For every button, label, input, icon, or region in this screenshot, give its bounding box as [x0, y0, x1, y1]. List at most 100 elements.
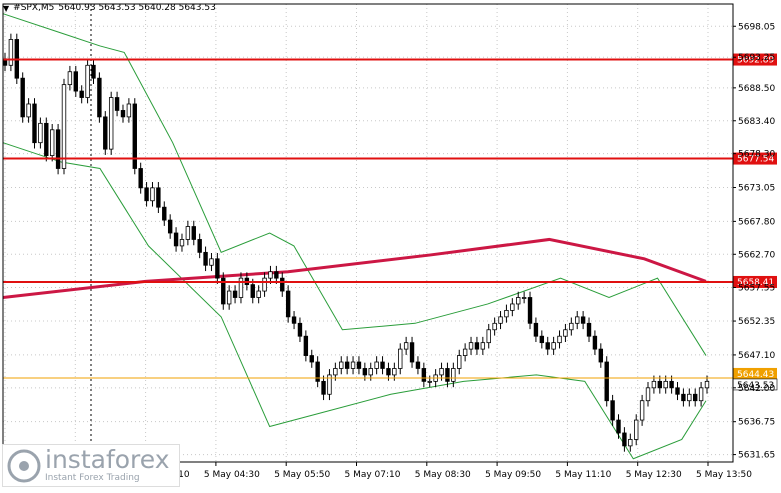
- candle-body: [309, 355, 314, 363]
- y-tick-label: 5667.80: [738, 217, 775, 227]
- x-tick-label: 5 May 09:50: [485, 470, 541, 480]
- chart-header: ▼ #SPX,M5 5640.93 5643.53 5640.28 5643.5…: [3, 3, 216, 13]
- logo-brand: instaforex: [45, 445, 170, 474]
- candle-body: [704, 380, 710, 389]
- candle: [398, 343, 403, 375]
- plot-frame: [2, 3, 734, 463]
- candle: [498, 311, 503, 330]
- candle: [539, 330, 545, 349]
- candle-body: [521, 297, 527, 299]
- candle-body: [415, 361, 421, 369]
- candle: [315, 356, 320, 388]
- candle: [356, 356, 362, 375]
- x-tick-label: 5 May 11:10: [555, 470, 611, 480]
- candle: [704, 375, 710, 394]
- y-tick-label: 5698.05: [738, 22, 775, 32]
- candle: [120, 104, 126, 123]
- candle: [598, 343, 604, 368]
- candle: [462, 343, 468, 362]
- candle: [480, 336, 486, 355]
- candle-body: [392, 368, 397, 376]
- candle-body: [85, 64, 90, 98]
- axes: 5698.05 5693.25 5688.50 5683.40 5678.30 5673.…: [2, 3, 775, 480]
- candle-body: [669, 380, 674, 389]
- candle-body: [374, 361, 379, 369]
- candle-body: [421, 368, 427, 382]
- x-tick-label: 5 May 05:50: [274, 470, 330, 480]
- moving-average-line: [2, 237, 707, 299]
- candle-body: [398, 348, 403, 369]
- candle: [622, 427, 627, 452]
- y-tick-label: 5636.75: [738, 418, 775, 428]
- candle: [451, 362, 456, 388]
- candle-body: [339, 361, 344, 369]
- x-tick-label: 5 May 13:50: [696, 470, 752, 480]
- candle-body: [91, 64, 96, 79]
- candle: [79, 85, 84, 104]
- candle: [20, 72, 25, 123]
- candle: [138, 162, 143, 194]
- candle-body: [144, 187, 149, 202]
- y-tick-label: 5678.30: [738, 150, 775, 160]
- candle: [651, 375, 657, 394]
- candle-body: [598, 348, 604, 363]
- candle: [97, 72, 102, 123]
- candle-body: [557, 335, 562, 344]
- symbol-label: #SPX,M5: [13, 3, 55, 13]
- candle: [457, 349, 462, 375]
- candle-body: [303, 335, 309, 356]
- candle: [114, 91, 120, 117]
- candle: [504, 304, 509, 323]
- candle: [268, 265, 273, 284]
- x-tick-label: 5 May 07:10: [345, 470, 401, 480]
- candle: [350, 356, 356, 375]
- candle-body: [563, 329, 568, 337]
- level-price-label: 5692.89: [737, 56, 774, 66]
- dropdown-triangle-icon[interactable]: ▼: [3, 3, 10, 13]
- instaforex-logo: instaforex Instant Forex Trading: [2, 444, 180, 487]
- candle-body: [592, 335, 598, 350]
- candle-body: [687, 393, 692, 402]
- candle-body: [486, 329, 491, 344]
- candle: [604, 356, 609, 407]
- candle: [681, 388, 686, 407]
- candle: [321, 375, 326, 401]
- candle-body: [126, 103, 132, 118]
- candle: [2, 53, 8, 72]
- candle-body: [551, 342, 556, 350]
- candle: [616, 414, 621, 439]
- candle-body: [610, 400, 615, 421]
- candle-body: [457, 355, 462, 369]
- candle-body: [468, 342, 474, 350]
- candle-body: [280, 277, 285, 292]
- candle-body: [315, 361, 320, 382]
- candle-body: [681, 393, 686, 402]
- candle-body: [285, 290, 291, 318]
- candle-body: [132, 103, 137, 169]
- candle-body: [539, 335, 545, 344]
- candle-body: [26, 103, 31, 118]
- candle-body: [232, 290, 238, 298]
- y-tick-label: 5652.35: [738, 317, 775, 327]
- instaforex-logo-icon: [7, 449, 41, 482]
- candle: [687, 388, 692, 407]
- candle: [162, 201, 167, 226]
- candle: [486, 323, 491, 349]
- candle-body: [38, 122, 43, 144]
- candle-body: [386, 368, 391, 376]
- candle: [191, 220, 196, 246]
- candle-body: [675, 387, 680, 395]
- candle: [421, 362, 427, 388]
- y-tick-label: 5631.65: [738, 451, 775, 461]
- candle-body: [97, 77, 102, 118]
- candle-body: [61, 84, 67, 169]
- candle: [232, 285, 238, 304]
- candle: [49, 123, 55, 162]
- candle: [173, 227, 179, 252]
- candle: [563, 323, 568, 343]
- candle: [132, 98, 137, 175]
- candle: [610, 394, 615, 426]
